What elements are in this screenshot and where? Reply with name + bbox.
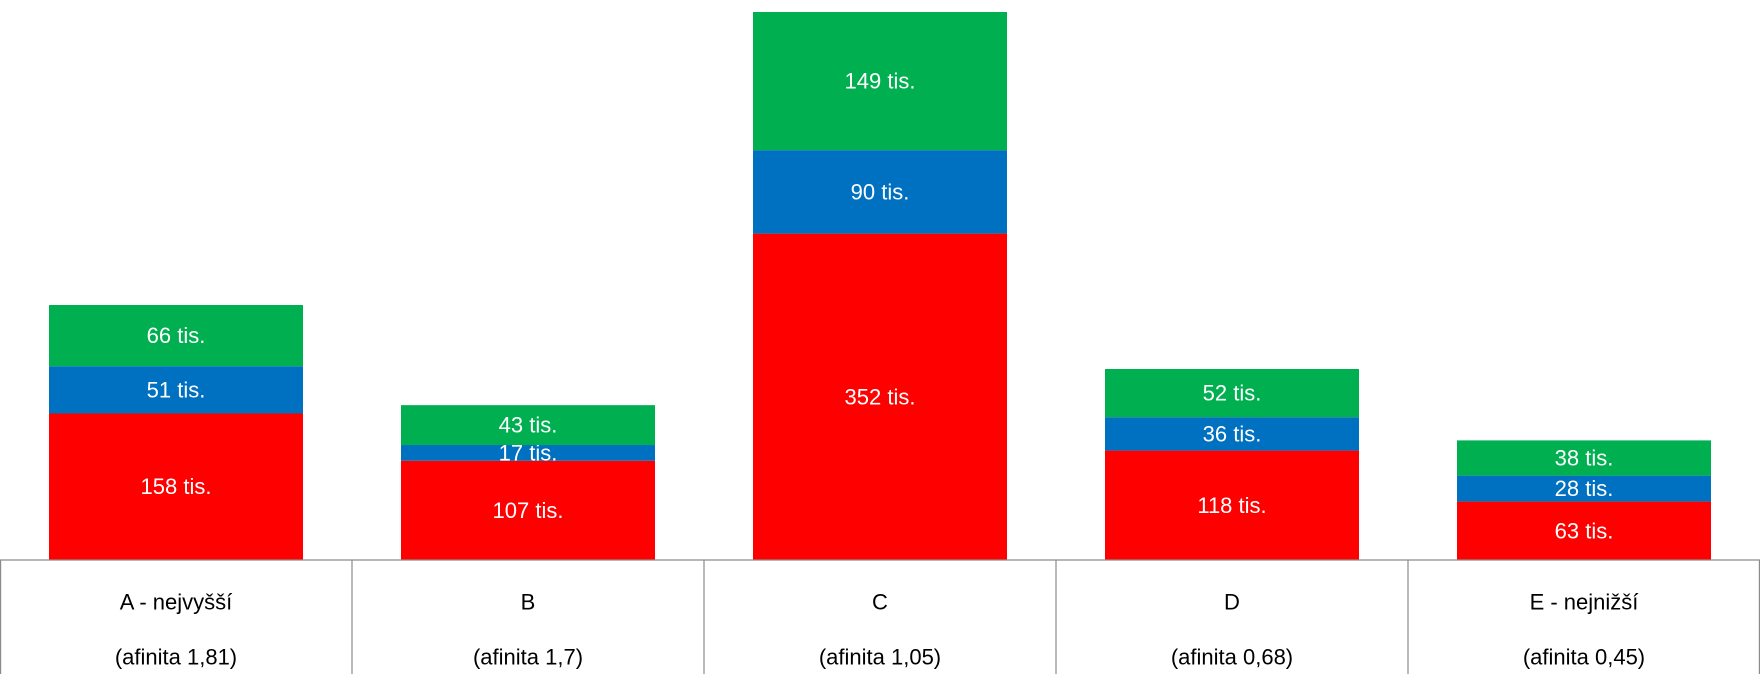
data-label: 149 tis. — [845, 69, 916, 94]
bar-segment — [1457, 475, 1711, 502]
category-label: C — [872, 590, 888, 615]
category-sublabel: (afinita 1,7) — [473, 645, 583, 670]
category-label: E - nejnižší — [1530, 590, 1639, 615]
data-label: 158 tis. — [141, 474, 212, 499]
data-label: 51 tis. — [147, 377, 206, 402]
bar-segment — [49, 413, 303, 560]
bars-group: 158 tis.51 tis.66 tis.107 tis.17 tis.43 … — [49, 12, 1711, 560]
category-label: B — [521, 590, 536, 615]
data-label: 52 tis. — [1203, 381, 1262, 406]
bar-segment — [1105, 417, 1359, 451]
category-sublabel: (afinita 0,68) — [1171, 645, 1293, 670]
bar-segment — [401, 405, 655, 446]
bar-segment — [1105, 368, 1359, 418]
bar-segment — [753, 12, 1007, 151]
bar-segment — [1105, 450, 1359, 560]
category-sublabel: (afinita 1,81) — [115, 645, 237, 670]
bar-segment — [753, 233, 1007, 560]
bar-segment — [49, 366, 303, 414]
data-label: 90 tis. — [851, 179, 910, 204]
category-sublabel: (afinita 0,45) — [1523, 645, 1645, 670]
data-label: 36 tis. — [1203, 421, 1262, 446]
bar-segment — [1457, 440, 1711, 476]
bar-segment — [753, 150, 1007, 234]
data-label: 63 tis. — [1555, 518, 1614, 543]
data-label: 107 tis. — [493, 498, 564, 523]
bar-segment — [401, 445, 655, 461]
bar-segment — [401, 460, 655, 560]
data-label: 28 tis. — [1555, 476, 1614, 501]
data-label: 352 tis. — [845, 384, 916, 409]
data-label: 118 tis. — [1197, 493, 1266, 518]
data-label: 66 tis. — [147, 323, 206, 348]
category-label: A - nejvyšší — [120, 590, 232, 615]
bar-segment — [49, 305, 303, 367]
category-label: D — [1224, 590, 1240, 615]
bar-segment — [1457, 501, 1711, 560]
category-table: A - nejvyšší (afinita 1,81) B (afinita 1,7)… — [0, 559, 1760, 674]
data-label: 43 tis. — [499, 413, 558, 438]
data-label: 38 tis. — [1555, 446, 1614, 471]
category-sublabel: (afinita 1,05) — [819, 645, 941, 670]
